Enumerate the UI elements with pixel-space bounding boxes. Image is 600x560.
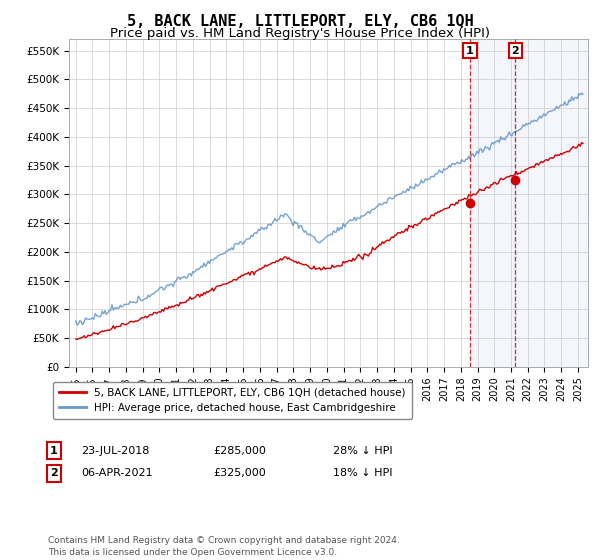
Text: 18% ↓ HPI: 18% ↓ HPI xyxy=(333,468,392,478)
Legend: 5, BACK LANE, LITTLEPORT, ELY, CB6 1QH (detached house), HPI: Average price, det: 5, BACK LANE, LITTLEPORT, ELY, CB6 1QH (… xyxy=(53,381,412,419)
Text: 1: 1 xyxy=(50,446,58,456)
Text: 06-APR-2021: 06-APR-2021 xyxy=(81,468,152,478)
Text: 5, BACK LANE, LITTLEPORT, ELY, CB6 1QH: 5, BACK LANE, LITTLEPORT, ELY, CB6 1QH xyxy=(127,14,473,29)
Text: Contains HM Land Registry data © Crown copyright and database right 2024.
This d: Contains HM Land Registry data © Crown c… xyxy=(48,536,400,557)
Text: 2: 2 xyxy=(511,46,519,55)
Text: £325,000: £325,000 xyxy=(213,468,266,478)
Bar xyxy=(470,39,515,367)
Text: Price paid vs. HM Land Registry's House Price Index (HPI): Price paid vs. HM Land Registry's House … xyxy=(110,27,490,40)
Text: 2: 2 xyxy=(50,468,58,478)
Text: 23-JUL-2018: 23-JUL-2018 xyxy=(81,446,149,456)
Text: £285,000: £285,000 xyxy=(213,446,266,456)
Text: 1: 1 xyxy=(466,46,474,55)
Bar xyxy=(515,39,586,367)
Text: 28% ↓ HPI: 28% ↓ HPI xyxy=(333,446,392,456)
